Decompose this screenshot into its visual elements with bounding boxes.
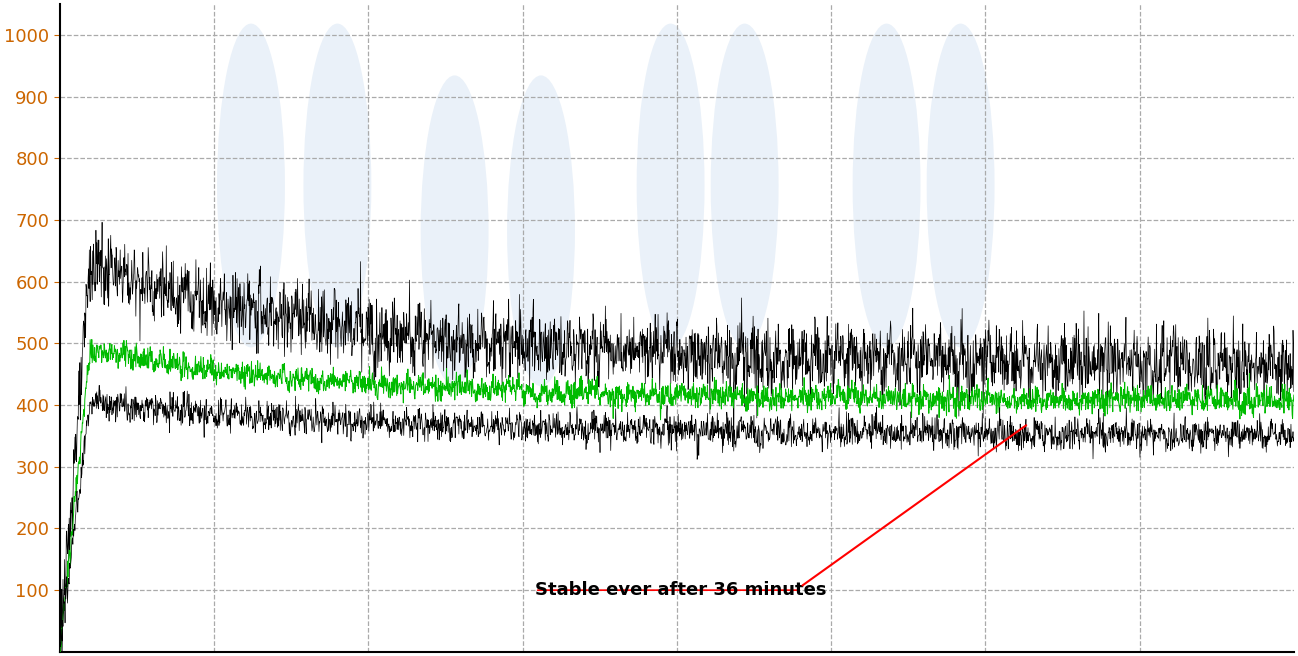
Ellipse shape <box>508 75 575 386</box>
Ellipse shape <box>927 24 994 348</box>
Text: Stable ever after 36 minutes: Stable ever after 36 minutes <box>535 581 827 599</box>
Ellipse shape <box>304 24 371 348</box>
Ellipse shape <box>217 24 286 348</box>
Ellipse shape <box>853 24 920 348</box>
Ellipse shape <box>711 24 779 348</box>
Ellipse shape <box>636 24 705 348</box>
Ellipse shape <box>421 75 488 386</box>
